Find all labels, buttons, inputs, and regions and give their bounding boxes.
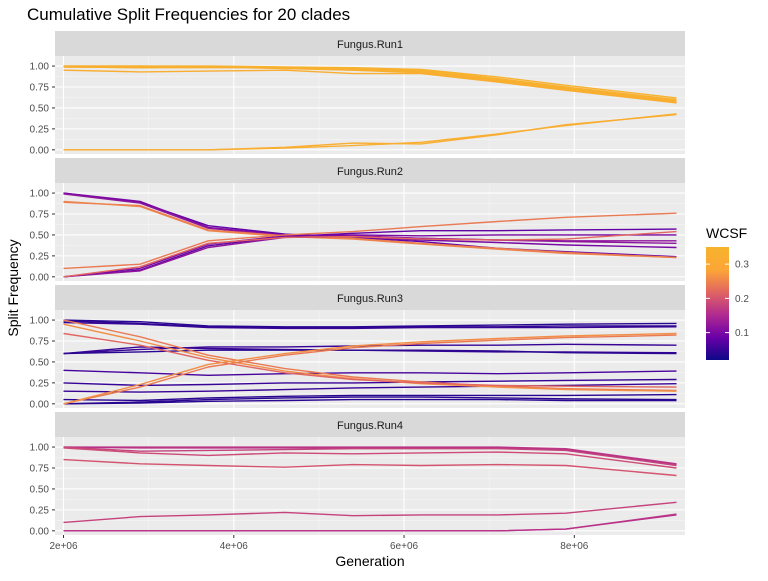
y-tick-label: 1.00 — [30, 189, 50, 200]
y-tick-label: 0.75 — [30, 336, 50, 347]
series-group — [63, 446, 677, 532]
series-line — [63, 228, 677, 278]
facet-strip — [55, 158, 685, 183]
series-line — [63, 378, 677, 387]
y-tick-label: 0.75 — [30, 82, 50, 93]
panel-2: Fungus.Run2 0.00 0.25 0.50 0.75 1.00 — [30, 158, 685, 283]
series-line — [63, 332, 677, 405]
facet-label: Fungus.Run2 — [337, 166, 403, 178]
facet-label: Fungus.Run1 — [337, 39, 403, 51]
y-tick-label: 0.25 — [30, 505, 50, 516]
series-line — [63, 393, 677, 402]
series-group — [63, 65, 677, 151]
y-tick-label: 0.00 — [30, 526, 50, 537]
y-tick-label: 1.00 — [30, 443, 50, 454]
series-group — [63, 192, 677, 278]
y-axis-label: Split Frequency — [5, 239, 21, 336]
y-tick-label: 0.50 — [30, 484, 50, 495]
y-tick-label: 0.25 — [30, 124, 50, 135]
series-line — [63, 66, 677, 103]
legend-tick-label: 0.3 — [735, 260, 749, 271]
series-line — [63, 323, 677, 392]
series-line — [63, 200, 677, 259]
facet-strip — [55, 412, 685, 437]
x-tick-label: 6e+06 — [390, 541, 419, 552]
series-line — [63, 230, 677, 278]
panel-4: Fungus.Run4 0.00 0.25 0.50 0.75 1.00 2e+06 4e+0… — [30, 412, 685, 552]
series-line — [63, 201, 677, 259]
panel-3: Fungus.Run3 0.00 0.25 0.50 0.75 1.00 — [30, 285, 685, 410]
legend-tick-label: 0.1 — [735, 328, 749, 339]
series-line — [63, 113, 677, 151]
y-tick-label: 0.25 — [30, 251, 50, 262]
legend-tick-label: 0.2 — [735, 294, 749, 305]
series-line — [63, 446, 677, 465]
panel-1: Fungus.Run1 0.00 0.25 0.50 0.75 1.00 — [30, 31, 685, 156]
x-tick-label: 8e+06 — [560, 541, 589, 552]
facet-label: Fungus.Run4 — [337, 420, 403, 432]
y-tick-label: 0.75 — [30, 209, 50, 220]
facet-label: Fungus.Run3 — [337, 293, 403, 305]
chart-title: Cumulative Split Frequencies for 20 clad… — [27, 5, 350, 24]
series-line — [63, 446, 677, 467]
series-line — [63, 398, 677, 405]
series-line — [63, 319, 677, 328]
series-line — [63, 69, 677, 104]
series-line — [63, 458, 677, 477]
series-line — [63, 369, 677, 376]
series-line — [63, 349, 677, 355]
y-tick-label: 0.00 — [30, 272, 50, 283]
y-tick-label: 1.00 — [30, 316, 50, 327]
series-line — [63, 446, 677, 466]
y-tick-label: 1.00 — [30, 62, 50, 73]
legend-ticks: 0.1 0.2 0.3 — [706, 260, 749, 339]
facet-strip — [55, 285, 685, 310]
series-line — [63, 234, 677, 278]
x-tick-label: 2e+06 — [49, 541, 78, 552]
series-line — [63, 319, 677, 392]
y-tick-label: 0.75 — [30, 463, 50, 474]
facet-strip — [55, 31, 685, 56]
legend-colorbar — [706, 247, 729, 360]
x-tick-label: 4e+06 — [220, 541, 249, 552]
y-tick-label: 0.00 — [30, 399, 50, 410]
series-line — [63, 396, 677, 405]
series-line — [63, 321, 677, 330]
y-tick-label: 0.50 — [30, 230, 50, 241]
legend: WCSF 0.1 0.2 0.3 — [706, 225, 749, 360]
series-group — [63, 319, 677, 405]
series-line — [63, 334, 677, 405]
series-line — [63, 212, 677, 270]
series-line — [63, 514, 677, 532]
y-tick-label: 0.50 — [30, 357, 50, 368]
series-line — [63, 501, 677, 524]
series-line — [63, 447, 677, 469]
series-line — [63, 332, 677, 388]
legend-title: WCSF — [706, 225, 747, 241]
y-tick-label: 0.25 — [30, 378, 50, 389]
series-line — [63, 320, 677, 329]
x-axis-label: Generation — [335, 553, 404, 569]
y-tick-label: 0.00 — [30, 145, 50, 156]
panels: Fungus.Run10.000.250.500.751.00Fungus.Ru… — [30, 31, 685, 552]
y-tick-label: 0.50 — [30, 103, 50, 114]
